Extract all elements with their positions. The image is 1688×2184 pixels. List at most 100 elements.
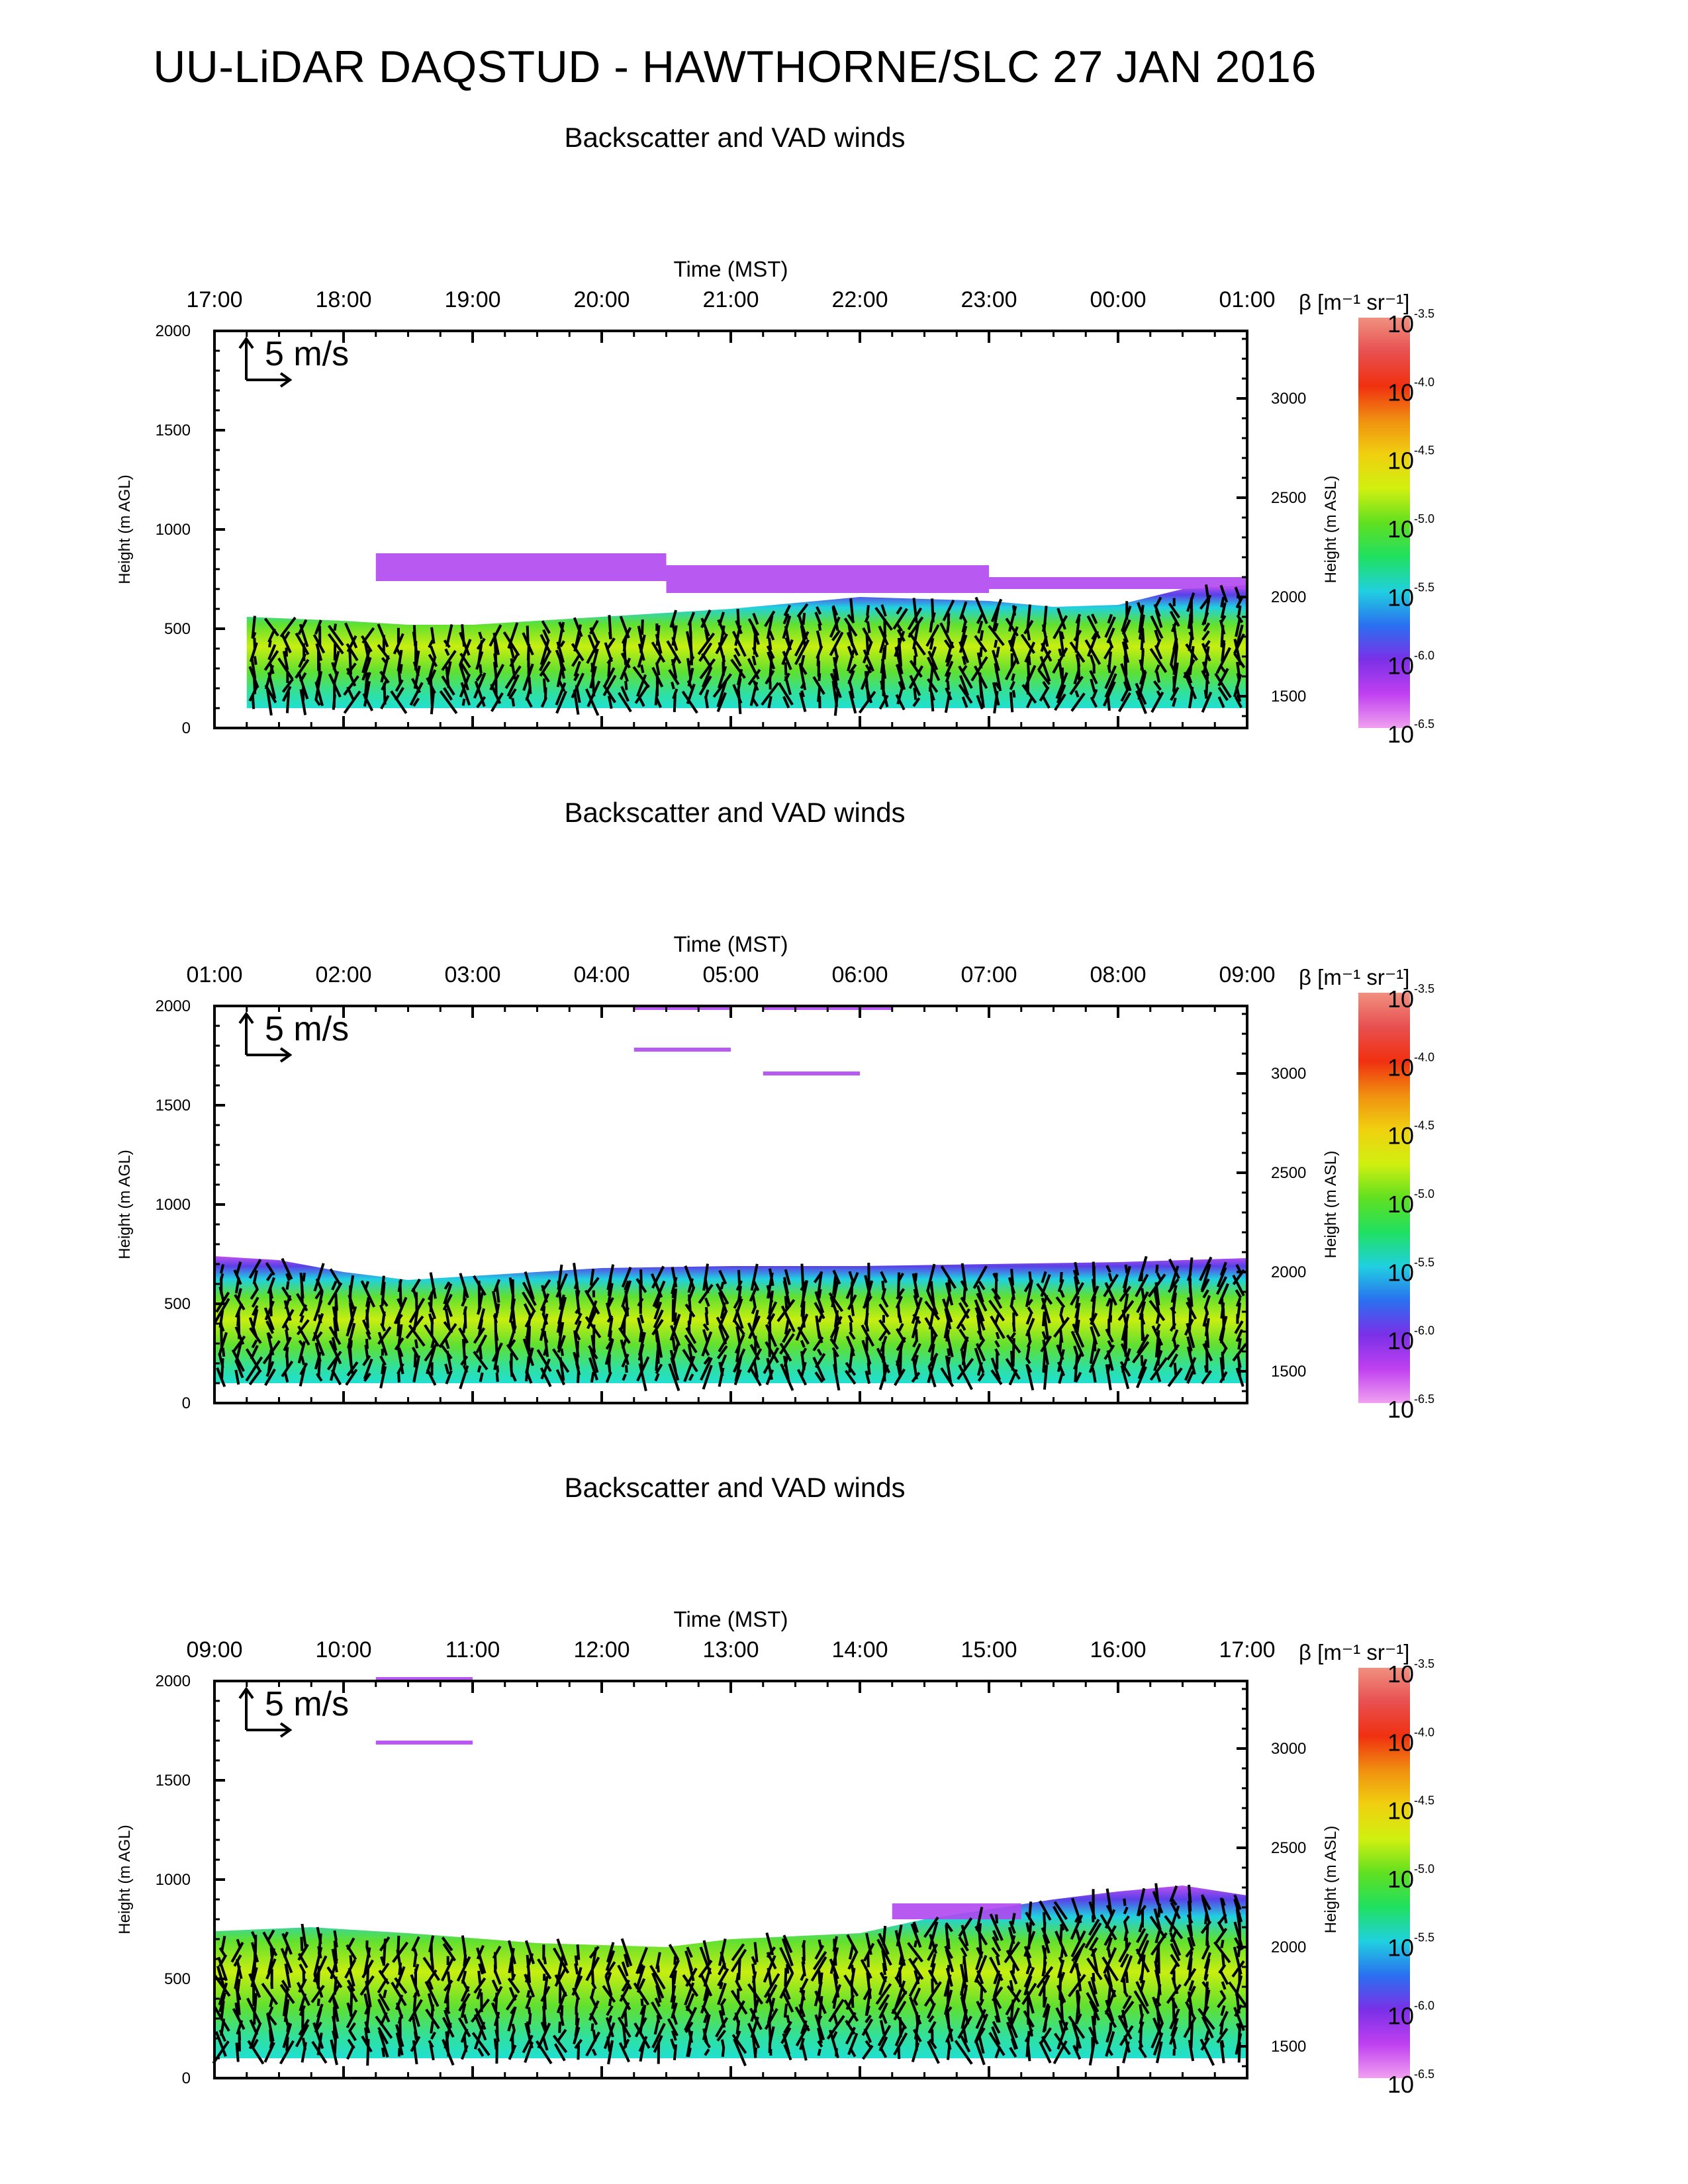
wind-arrow	[1219, 2011, 1229, 2027]
wind-arrow	[1155, 1264, 1159, 1273]
wind-arrow	[279, 616, 297, 638]
elevated-layer	[375, 553, 667, 581]
wind-arrow	[618, 2042, 631, 2063]
x-tick-label: 14:00	[961, 1433, 1017, 1436]
wind-arrow	[221, 1347, 226, 1357]
wind-arrow	[848, 663, 857, 674]
wind-arrow	[1183, 671, 1197, 700]
wind-arrow	[847, 1314, 854, 1323]
wind-arrow	[283, 1999, 290, 2023]
wind-arrow	[960, 1947, 968, 1958]
wind-arrow	[620, 686, 630, 702]
wind-arrow	[995, 1914, 999, 1924]
wind-arrow	[988, 1299, 1006, 1322]
wind-arrow	[1103, 1925, 1117, 1946]
wind-arrow	[507, 1940, 516, 1964]
wind-arrow	[430, 627, 436, 644]
wind-arrow	[444, 1984, 451, 2004]
wind-arrow	[381, 657, 388, 664]
wind-arrow	[425, 2009, 440, 2030]
wind-arrow	[782, 1934, 793, 1954]
wind-arrow	[266, 1929, 275, 1942]
wind-arrow	[1150, 2023, 1164, 2049]
y2-tick-label: 3000	[1271, 1740, 1306, 1758]
wind-arrow	[281, 1286, 293, 1302]
wind-arrow	[1041, 1311, 1046, 1326]
wind-arrow	[730, 659, 746, 679]
wind-arrow	[975, 1907, 984, 1931]
wind-arrow	[1122, 1995, 1132, 2010]
wind-arrow	[896, 1328, 906, 1343]
wind-arrow	[444, 648, 450, 657]
wind-arrow	[1172, 2038, 1177, 2050]
wind-arrow	[1215, 647, 1231, 674]
wind-arrow	[508, 688, 517, 700]
colorbar-tick-label: 10-6.0	[1387, 1999, 1434, 2030]
wind-arrow	[528, 2013, 532, 2025]
wind-arrow	[1237, 1338, 1242, 1350]
wind-arrow	[316, 2003, 324, 2018]
wind-arrow	[1201, 643, 1211, 662]
colorbar-tick-exponent: -4.5	[1414, 1119, 1434, 1132]
wind-arrow	[312, 1955, 328, 1983]
wind-arrow	[619, 615, 630, 639]
wind-arrow	[865, 1933, 872, 1955]
wind-arrow	[1231, 1960, 1245, 1978]
wind-arrow	[843, 617, 858, 637]
wind-arrow	[784, 1269, 791, 1285]
wind-arrow	[1220, 615, 1227, 623]
wind-arrow	[894, 1930, 904, 1958]
wind-arrow	[461, 1935, 467, 1953]
colorbar-tick-label: 10-4.0	[1387, 1050, 1434, 1081]
wind-arrow	[747, 1322, 761, 1349]
wind-arrow	[847, 649, 855, 672]
elevated-layer	[375, 1677, 473, 1681]
wind-arrow	[295, 632, 310, 655]
wind-arrow	[1040, 1274, 1051, 1297]
wind-arrow	[1070, 692, 1086, 712]
wind-arrow	[782, 1355, 790, 1383]
y-tick-label: 1500	[156, 1097, 191, 1115]
wind-arrow	[1106, 1937, 1113, 1951]
wind-arrow	[881, 1950, 888, 1972]
wind-arrow	[779, 1946, 794, 1974]
wind-arrow	[1103, 1344, 1115, 1360]
top-tick-label: 13:00	[702, 1637, 759, 1662]
wind-arrow	[1025, 1318, 1035, 1337]
wind-arrow	[378, 2030, 389, 2058]
wind-arrow	[574, 1955, 579, 1966]
colorbar-tick-exponent: -5.0	[1414, 512, 1434, 525]
wind-arrow	[261, 1982, 279, 2005]
wind-arrow	[892, 2008, 908, 2030]
wind-arrow	[947, 1279, 951, 1292]
wind-arrow	[779, 1333, 795, 1355]
y-tick-label: 0	[182, 719, 191, 737]
wind-arrow	[281, 1308, 295, 1329]
wind-arrow	[428, 1935, 435, 1953]
wind-arrow	[1216, 2028, 1229, 2044]
wind-arrow	[849, 1331, 856, 1340]
wind-arrow	[976, 2001, 987, 2021]
wind-arrow	[524, 1271, 535, 1300]
wind-arrow	[218, 1353, 224, 1369]
wind-arrow	[1073, 1345, 1080, 1359]
wind-arrow	[913, 647, 918, 657]
wind-arrow	[602, 684, 616, 704]
wind-arrow	[1219, 619, 1226, 635]
wind-arrow	[847, 645, 855, 659]
wind-arrow	[394, 686, 404, 701]
wind-arrow	[814, 612, 822, 626]
wind-arrow	[365, 672, 371, 683]
wind-arrow	[1075, 654, 1081, 667]
wind-arrow	[1136, 1888, 1146, 1917]
wind-arrow	[346, 643, 359, 662]
wind-arrow	[539, 660, 551, 677]
y2-tick-label: 1500	[1271, 2038, 1306, 2056]
wind-arrow	[682, 1974, 699, 1997]
wind-arrow	[926, 1263, 936, 1291]
wind-arrow	[814, 1371, 823, 1383]
wind-arrow	[1086, 615, 1101, 639]
wind-arrow	[847, 2032, 859, 2056]
wind-arrow	[621, 1339, 628, 1349]
wind-arrow	[1202, 646, 1210, 675]
